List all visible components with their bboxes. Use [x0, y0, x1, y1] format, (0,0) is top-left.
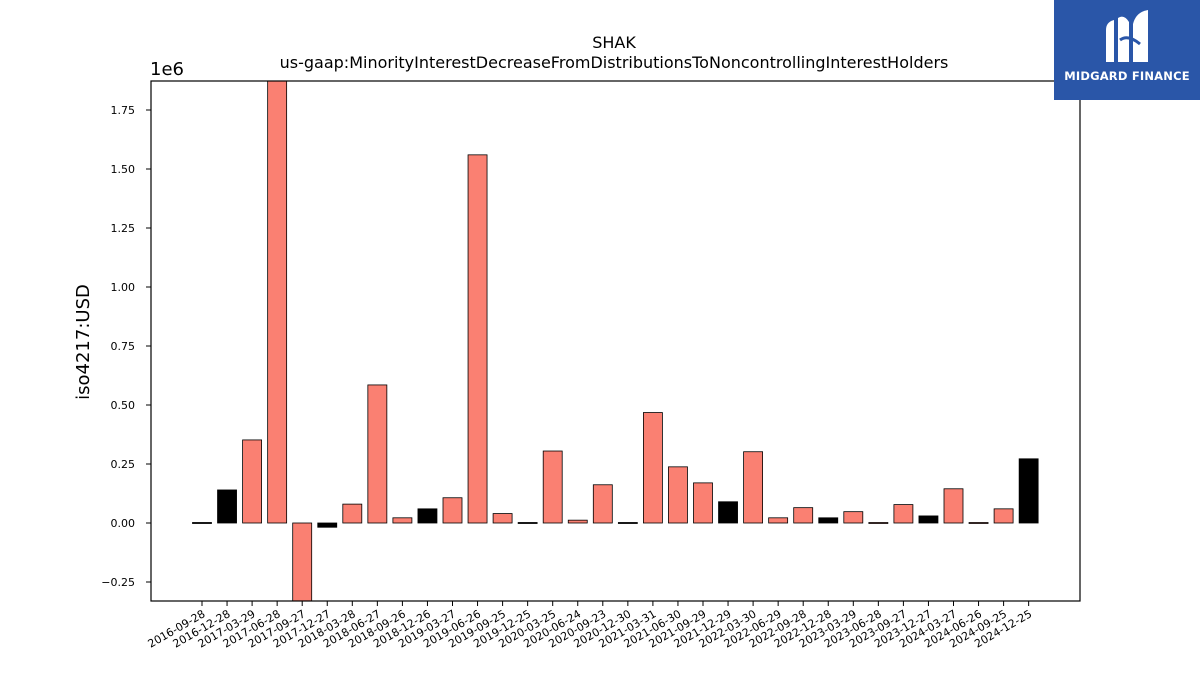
bar-2023-09-27: [893, 504, 914, 524]
brand-name: MIDGARD FINANCE: [1064, 69, 1190, 83]
bar-2017-03-29: [242, 439, 263, 524]
chart-title: SHAK: [592, 33, 636, 52]
bar-2016-12-28: [217, 489, 237, 524]
bar-2022-06-29: [768, 517, 789, 524]
bar-2017-06-28: [267, 80, 288, 524]
bar-2020-03-25: [542, 450, 563, 524]
bar-2024-06-26: [968, 522, 989, 524]
y-axis-ticks: −0.25 0.00 0.25 0.50 0.75 1.00 1.25 1.50 1.75: [101, 104, 151, 589]
y-tick-label: 0.50: [111, 399, 136, 412]
y-tick-label: 0.25: [111, 458, 136, 471]
plot-frame: [150, 80, 1081, 602]
y-tick-label: 0.75: [111, 340, 136, 353]
y-tick-label: −0.25: [101, 576, 135, 589]
bar-2024-12-25: [1018, 458, 1039, 524]
bar-2019-03-27: [442, 497, 463, 524]
bar-2018-09-26: [392, 517, 413, 524]
bar-2022-12-28: [818, 517, 839, 524]
bar-2016-09-28: [192, 522, 212, 524]
y-axis-label: iso4217:USD: [73, 284, 94, 400]
bar-2022-03-30: [743, 451, 763, 524]
bar-2021-12-29: [718, 501, 738, 524]
y-tick-label: 0.00: [111, 517, 136, 530]
bar-2021-09-29: [693, 482, 713, 524]
bar-2019-09-25: [492, 513, 513, 524]
bar-2020-09-23: [592, 484, 613, 524]
brand-logo: MIDGARD FINANCE: [1054, 0, 1200, 100]
bar-2024-09-25: [993, 508, 1014, 524]
bar-2020-12-30: [617, 522, 638, 524]
bar-2021-06-30: [668, 466, 688, 524]
bar-2018-06-27: [367, 384, 388, 524]
x-axis-ticks: 2016-09-282016-12-282017-03-292017-06-28…: [146, 601, 1034, 651]
y-tick-label: 1.00: [111, 281, 136, 294]
bar-2021-03-31: [643, 412, 663, 524]
bars-group: [192, 80, 1039, 602]
bar-2023-06-28: [868, 522, 889, 524]
midgard-monogram-icon: [1106, 10, 1148, 63]
bar-2020-06-24: [567, 519, 588, 524]
bar-2018-03-28: [342, 503, 363, 524]
bar-2023-03-29: [843, 511, 864, 524]
bar-2019-06-26: [467, 154, 488, 524]
bar-2023-12-27: [918, 515, 939, 524]
bar-2022-09-28: [793, 507, 814, 524]
y-scale-label: 1e6: [150, 59, 184, 80]
bar-2017-12-27: [317, 522, 338, 528]
y-tick-label: 1.25: [111, 222, 136, 235]
bar-2018-12-26: [417, 508, 438, 524]
y-tick-label: 1.75: [111, 104, 136, 117]
bar-2019-12-25: [517, 522, 538, 524]
chart-subtitle: us-gaap:MinorityInterestDecreaseFromDist…: [280, 53, 949, 72]
y-tick-label: 1.50: [111, 163, 136, 176]
bar-2024-03-27: [943, 488, 964, 524]
bar-2017-09-27: [292, 522, 313, 602]
